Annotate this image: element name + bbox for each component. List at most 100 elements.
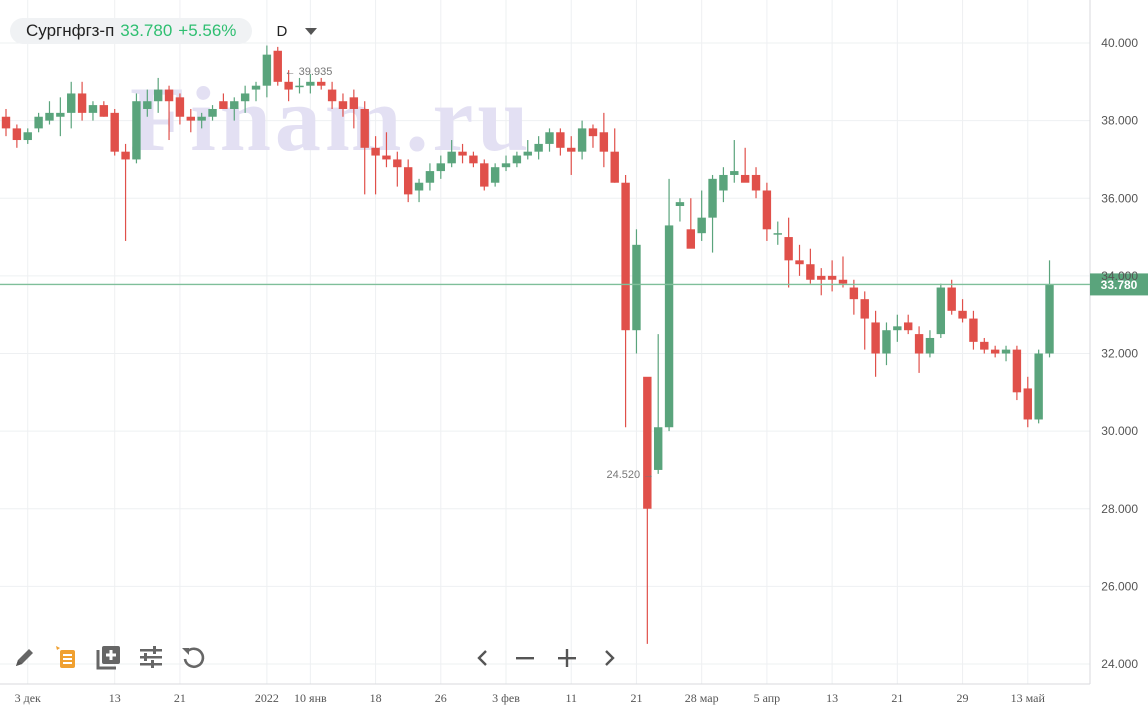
zoom-in-icon[interactable] <box>557 648 577 668</box>
candle-body <box>643 376 652 509</box>
indicators-list-icon[interactable] <box>54 644 80 670</box>
y-tick-label: 28.000 <box>1101 502 1138 516</box>
candle-body <box>34 116 43 129</box>
ticker-name: Сургнфгз-п <box>26 21 115 40</box>
zoom-out-icon[interactable] <box>515 648 535 668</box>
candle-body <box>762 190 772 230</box>
candle-body <box>490 167 500 183</box>
candle-body <box>751 174 761 191</box>
y-axis: 24.000 26.000 28.000 30.000 32.000 34.000 36.0… <box>1101 36 1138 671</box>
candle-body <box>501 163 511 168</box>
ticker-pill[interactable]: Сургнфгз-п 33.780 +5.56% <box>10 18 253 44</box>
y-tick-label: 38.000 <box>1101 114 1138 128</box>
candle-body <box>686 229 696 249</box>
candle-body <box>817 275 826 280</box>
candle-body <box>664 225 674 428</box>
arrow-right-icon[interactable] <box>599 648 619 668</box>
candle-body <box>317 81 326 86</box>
candle-body <box>436 163 445 172</box>
candle-body <box>534 143 543 152</box>
candle-body <box>110 112 119 152</box>
x-tick-label: 2022 <box>255 691 279 705</box>
pencil-icon[interactable] <box>12 644 38 670</box>
candle-body <box>1001 349 1011 354</box>
candle-body <box>512 155 522 164</box>
candle-body <box>740 174 750 183</box>
candle-body <box>240 93 250 102</box>
candle-body <box>45 112 54 121</box>
candle-body <box>806 264 815 280</box>
candle-body <box>393 159 402 168</box>
candle-body <box>697 217 706 234</box>
candle-body <box>197 116 206 121</box>
x-tick-label: 18 <box>370 691 382 705</box>
x-tick-label: 11 <box>565 691 577 705</box>
candle-body <box>795 260 804 265</box>
y-tick-label: 32.000 <box>1101 347 1138 361</box>
ticker-change: +5.56% <box>178 21 237 40</box>
candle-body <box>556 132 565 148</box>
reset-icon[interactable] <box>180 644 206 670</box>
candle-body <box>599 132 609 152</box>
ticker-header: Сургнфгз-п 33.780 +5.56% D <box>10 18 318 44</box>
y-tick-label: 26.000 <box>1101 579 1138 593</box>
x-tick-label: 13 май <box>1011 691 1046 705</box>
candle-body <box>1034 353 1043 420</box>
x-tick-label: 29 <box>957 691 969 705</box>
candle-body <box>1 116 11 129</box>
candle-body <box>925 337 935 354</box>
high-marker-label: ← 39.935 <box>285 66 333 78</box>
candle-body <box>251 85 261 90</box>
candle-body <box>632 244 641 331</box>
candle-body <box>980 341 989 350</box>
candle-body <box>132 101 141 160</box>
candle-body <box>143 101 152 109</box>
y-tick-label: 36.000 <box>1101 191 1138 205</box>
x-tick-label: 3 дек <box>15 691 41 705</box>
arrow-left-icon[interactable] <box>473 648 493 668</box>
candle-body <box>1023 388 1032 420</box>
candle-body <box>99 105 109 117</box>
last-price-label: 33.780 <box>1101 278 1138 292</box>
candle-body <box>588 128 598 137</box>
candle-body <box>577 128 587 152</box>
y-tick-label: 40.000 <box>1101 36 1138 50</box>
candle-body <box>284 81 293 90</box>
x-tick-label: 21 <box>891 691 903 705</box>
candle-body <box>730 171 739 175</box>
drawing-toolbar <box>12 644 206 670</box>
candle-body <box>208 108 217 117</box>
candle-body <box>164 89 174 102</box>
candle-body <box>186 116 195 121</box>
candle-body <box>969 318 978 342</box>
candle-body <box>958 310 967 319</box>
candle-body <box>719 174 728 191</box>
add-chart-icon[interactable] <box>96 644 122 670</box>
x-tick-label: 21 <box>174 691 186 705</box>
x-tick-label: 21 <box>630 691 642 705</box>
candle-body <box>425 171 435 183</box>
candle-body <box>414 182 424 191</box>
candle-body <box>914 334 924 354</box>
x-tick-label: 28 мар <box>685 691 719 705</box>
candle-body <box>306 81 315 86</box>
candle-body <box>349 97 359 109</box>
candle-body <box>175 97 185 117</box>
x-tick-label: 26 <box>435 691 447 705</box>
candle-body <box>621 182 630 331</box>
settings-sliders-icon[interactable] <box>138 644 164 670</box>
x-axis: 3 дек 13 21 2022 10 янв 18 26 3 фев 11 21 28 мар 5 … <box>15 691 1046 705</box>
candle-body <box>447 151 456 164</box>
x-tick-label: 13 <box>826 691 838 705</box>
candle-body <box>827 275 837 280</box>
period-selector[interactable]: D <box>276 23 318 40</box>
candle-body <box>545 132 554 144</box>
candle-body <box>338 101 348 109</box>
candle-body <box>458 151 467 156</box>
candle-body <box>121 151 130 160</box>
ticker-price: 33.780 <box>120 21 173 40</box>
candle-body <box>262 54 272 86</box>
candle-body <box>773 233 782 235</box>
candle-body <box>77 93 87 113</box>
